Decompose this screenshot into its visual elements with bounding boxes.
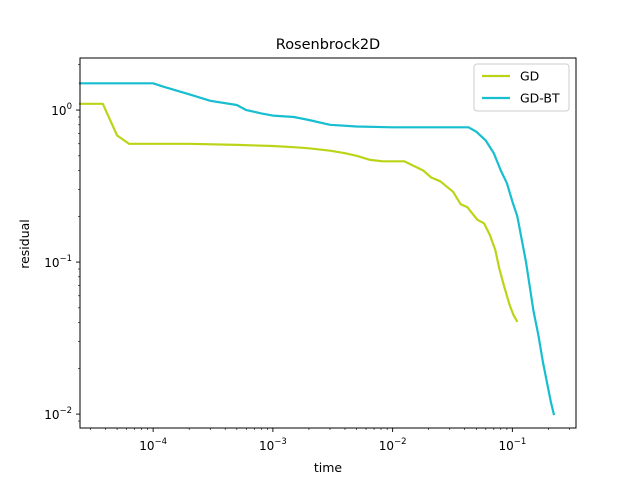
chart-title: Rosenbrock2D xyxy=(276,37,380,53)
plot-area-frame xyxy=(79,57,577,429)
y-axis-label: residual xyxy=(17,219,32,269)
legend-label-gd: GD xyxy=(520,69,539,84)
series-layer xyxy=(78,82,556,416)
series-line-gd xyxy=(78,102,519,323)
x-axis-label: time xyxy=(314,460,343,475)
series-line-gd-bt xyxy=(78,82,556,416)
legend: GD GD-BT xyxy=(473,63,570,112)
legend-label-gd-bt: GD-BT xyxy=(520,91,560,106)
